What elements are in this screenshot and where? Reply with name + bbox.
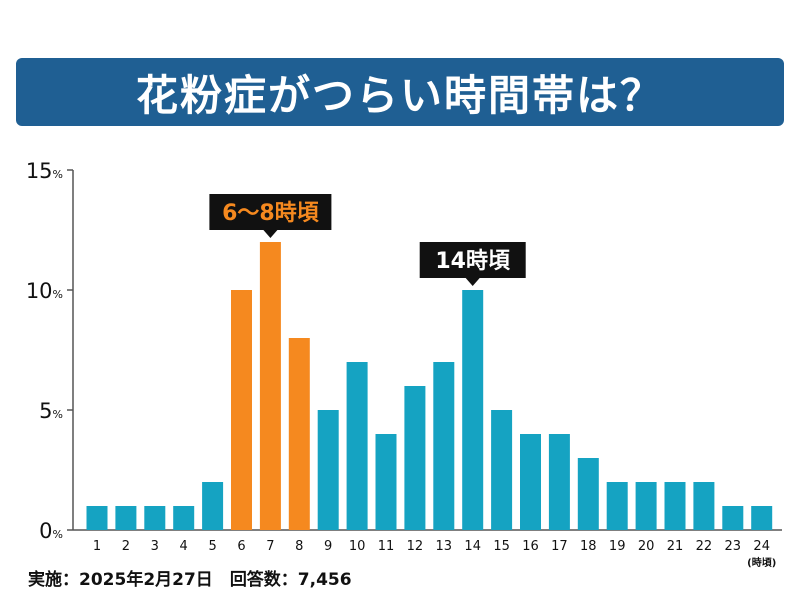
x-tick-label: 13 — [436, 539, 453, 554]
x-tick-label: 18 — [580, 539, 597, 554]
x-tick-label: 19 — [609, 539, 626, 554]
x-tick-label: 21 — [667, 539, 684, 554]
response-count: 回答数：7,456 — [229, 570, 352, 590]
bar-15 — [491, 410, 513, 530]
title-banner: 花粉症がつらい時間帯は？ — [16, 58, 784, 126]
bar-24 — [751, 506, 773, 530]
annotation-box — [209, 194, 332, 230]
annotation-label: 14時頃 — [435, 249, 511, 274]
annotation-pointer — [465, 278, 480, 286]
x-tick-label: 22 — [696, 539, 713, 554]
x-tick-label: 7 — [266, 539, 274, 554]
bar-23 — [722, 506, 744, 530]
bar-5 — [202, 482, 224, 530]
annotation-box — [419, 242, 526, 278]
bar-16 — [520, 434, 541, 530]
bar-4 — [173, 506, 195, 530]
bar-19 — [606, 482, 628, 530]
chart-title: 花粉症がつらい時間帯は？ — [135, 70, 664, 120]
bar-8 — [288, 338, 310, 530]
bar-17 — [548, 434, 570, 530]
annotation-label: 6〜8時頃 — [222, 201, 320, 226]
x-tick-label: 11 — [378, 539, 395, 554]
annotation-callout: 14時頃 — [419, 242, 526, 286]
bar-14 — [462, 290, 484, 530]
bar-2 — [115, 506, 137, 530]
y-tick-label: 15% — [26, 159, 63, 183]
annotation-pointer — [263, 230, 278, 238]
x-tick-label: 10 — [349, 539, 366, 554]
x-tick-label: 8 — [295, 539, 303, 554]
y-tick-label: 5% — [39, 399, 63, 423]
bar-22 — [693, 482, 715, 530]
x-tick-label: 20 — [638, 539, 655, 554]
survey-info: 実施：2025年2月27日 回答数：7,456 — [28, 565, 352, 590]
bar-7 — [259, 242, 281, 530]
y-tick-label: 0% — [39, 519, 63, 543]
x-tick-label: 24 — [753, 539, 770, 554]
bar-11 — [375, 434, 397, 530]
bar-21 — [664, 482, 686, 530]
bar-12 — [404, 386, 426, 530]
x-unit-label: (時頃) — [747, 556, 776, 569]
x-tick-label: 15 — [493, 539, 510, 554]
x-tick-label: 6 — [237, 539, 245, 554]
x-tick-label: 17 — [551, 539, 568, 554]
bar-13 — [433, 362, 455, 530]
x-tick-label: 4 — [180, 539, 188, 554]
x-tick-label: 2 — [122, 539, 130, 554]
survey-date: 実施：2025年2月27日 — [28, 570, 213, 590]
bar-9 — [317, 410, 339, 530]
bar-20 — [635, 482, 657, 530]
annotation-callout: 6〜8時頃 — [209, 194, 332, 238]
bar-3 — [144, 506, 166, 530]
x-tick-label: 3 — [151, 539, 159, 554]
x-tick-label: 1 — [93, 539, 101, 554]
bar-6 — [231, 290, 252, 530]
bar-10 — [346, 362, 368, 530]
x-tick-label: 16 — [522, 539, 539, 554]
y-tick-label: 10% — [26, 279, 63, 303]
x-tick-label: 9 — [324, 539, 332, 554]
bar-1 — [86, 506, 108, 530]
x-tick-label: 12 — [407, 539, 424, 554]
x-tick-label: 14 — [464, 539, 481, 554]
bar-18 — [577, 458, 599, 530]
x-tick-label: 23 — [725, 539, 742, 554]
x-tick-label: 5 — [208, 539, 216, 554]
